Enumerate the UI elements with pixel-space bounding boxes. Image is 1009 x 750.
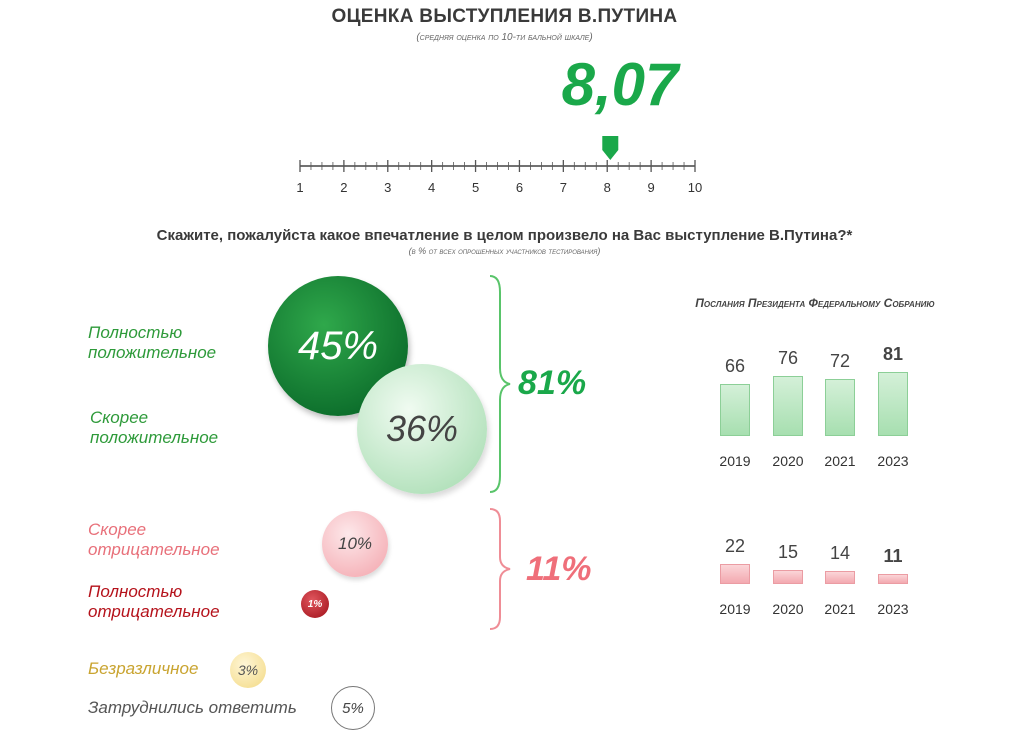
bubble-fully-positive-value: 45% [297, 323, 379, 368]
score-marker [602, 136, 619, 160]
bar-year-label: 2020 [772, 601, 804, 617]
bubble-hard-to-say: 5% [331, 686, 375, 730]
bar-year-label: 2019 [719, 453, 751, 469]
bar-year-label: 2023 [877, 453, 909, 469]
scale-tick-label: 1 [296, 180, 303, 195]
scale-tick-label: 9 [647, 180, 654, 195]
question-subtitle: (в % от всех опрошенных участников тести… [408, 246, 601, 256]
bubble-indifferent-value: 3% [237, 662, 259, 678]
positive-bar [720, 383, 750, 436]
scale-tick-label: 8 [604, 180, 611, 195]
bubble-hard-to-say-value: 5% [342, 699, 364, 717]
bar-year-label: 2020 [772, 453, 804, 469]
bar-value-label: 15 [777, 542, 799, 563]
positive-bar [825, 379, 855, 436]
scale-tick-label: 7 [560, 180, 567, 195]
total-positive: 81% [518, 364, 587, 402]
bubble-fully-negative-value: 1% [307, 598, 323, 610]
score-scale: 1 2 3 4 5 6 7 8 9 10 [296, 136, 702, 195]
page-title: ОЦЕНКА ВЫСТУПЛЕНИЯ В.ПУТИНА [331, 6, 678, 27]
bubble-rather-negative: 10% [322, 511, 388, 577]
label-indifferent: Безразличное [88, 659, 199, 678]
bar-value-label: 76 [777, 347, 799, 368]
bar-year-label: 2021 [824, 601, 856, 617]
scale-tick-label: 3 [384, 180, 391, 195]
label-hard-to-say: Затруднились ответить [88, 698, 297, 717]
scale-tick-label: 2 [340, 180, 347, 195]
scale-tick-label: 4 [428, 180, 435, 195]
bar-year-label: 2023 [877, 601, 909, 617]
negative-bar [720, 564, 750, 584]
positive-bar [773, 375, 803, 436]
bar-value-label: 22 [724, 536, 746, 556]
negative-bar [825, 571, 855, 584]
label-rather-positive: Скорее положительное [90, 408, 219, 447]
negative-bar [878, 574, 908, 584]
total-negative: 11% [526, 550, 592, 588]
scale-tick-label: 5 [472, 180, 479, 195]
positive-brace [489, 275, 511, 493]
label-rather-negative: Скорее отрицательное [88, 520, 220, 559]
page-subtitle: (средняя оценка по 10-ти бальной шкале) [416, 32, 593, 43]
bubble-rather-negative-value: 10% [337, 534, 373, 553]
scale-tick-label: 6 [516, 180, 523, 195]
bar-value-label: 11 [883, 546, 903, 566]
bubble-indifferent: 3% [230, 652, 266, 688]
bar-year-label: 2021 [824, 453, 856, 469]
negative-brace [489, 508, 511, 630]
bubble-rather-positive-value: 36% [385, 408, 459, 449]
scale-tick-label: 10 [688, 180, 702, 195]
negative-bar [773, 570, 803, 584]
bar-value-label: 81 [882, 344, 904, 364]
bubble-rather-positive: 36% [357, 364, 487, 494]
panel-title: Послания Президента Федеральному Собрани… [695, 296, 935, 310]
bar-value-label: 14 [829, 543, 851, 564]
label-fully-negative: Полностью отрицательное [88, 582, 220, 621]
positive-bar [878, 372, 908, 436]
label-fully-positive: Полностью положительное [88, 323, 217, 362]
bubble-fully-negative: 1% [301, 590, 329, 618]
bar-year-label: 2019 [719, 601, 751, 617]
bar-value-label: 72 [829, 351, 851, 372]
question-title: Скажите, пожалуйста какое впечатление в … [156, 227, 853, 244]
average-score: 8,07 [561, 51, 679, 118]
bar-value-label: 66 [724, 355, 746, 376]
